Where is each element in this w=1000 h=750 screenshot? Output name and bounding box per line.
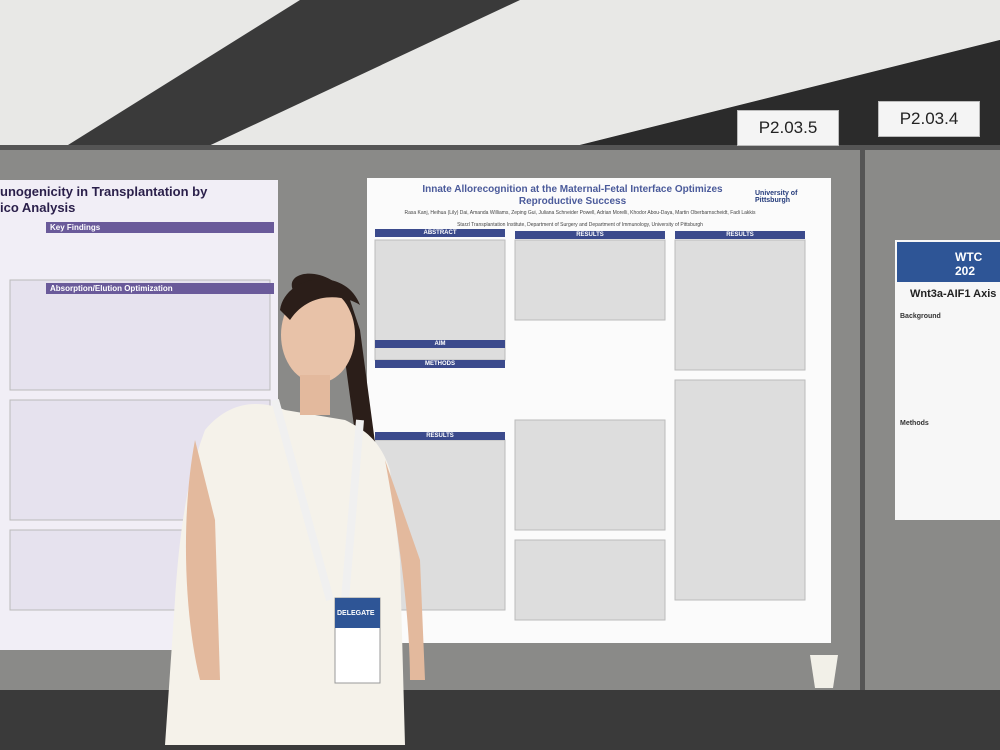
poster-title: Innate Allorecognition at the Maternal-F…	[422, 184, 723, 207]
board-sign: P2.03.4	[878, 101, 980, 137]
section-header: Absorption/Elution Optimization	[46, 283, 274, 294]
conference-banner: WTC 202	[955, 250, 983, 278]
poster-title: unogenicity in Transplantation by	[0, 184, 208, 199]
badge-label: DELEGATE	[337, 610, 375, 617]
poster-title: ico Analysis	[0, 200, 76, 215]
university-logo: University of Pittsburgh	[755, 190, 798, 204]
section-header: METHODS	[375, 360, 505, 368]
section-header: Key Findings	[46, 222, 274, 233]
section-header: RESULTS	[675, 231, 805, 239]
poster-affiliation: Starzl Transplantation Institute, Depart…	[457, 222, 703, 228]
section-header: RESULTS	[375, 432, 505, 440]
section-header: RESULTS	[515, 231, 665, 239]
section-header: Methods	[900, 420, 929, 427]
section-header: Background	[900, 313, 941, 320]
board-sign: P2.03.5	[737, 110, 839, 146]
section-header: AIM	[375, 340, 505, 348]
poster-authors: Rasa Kanj, Heihua (Lily) Dai, Amanda Wil…	[404, 210, 756, 216]
section-header: ABSTRACT	[375, 229, 505, 237]
poster-title: Wnt3a-AIF1 Axis	[910, 288, 997, 300]
